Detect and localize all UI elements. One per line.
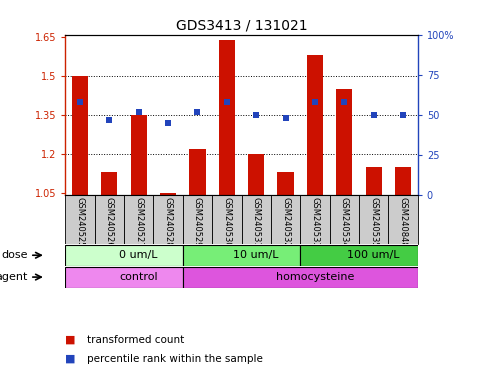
Bar — [189, 149, 205, 195]
Bar — [388, 195, 418, 244]
Bar — [278, 172, 294, 195]
Bar — [130, 115, 147, 195]
Bar — [154, 195, 183, 244]
Text: GSM240526: GSM240526 — [105, 197, 114, 248]
Text: transformed count: transformed count — [87, 335, 184, 345]
Text: ■: ■ — [65, 354, 76, 364]
Bar — [300, 195, 329, 244]
Text: dose: dose — [1, 250, 28, 260]
Text: homocysteine: homocysteine — [276, 272, 354, 282]
Text: 0 um/L: 0 um/L — [119, 250, 158, 260]
Text: GSM240525: GSM240525 — [75, 197, 85, 247]
Bar — [242, 195, 271, 244]
Bar — [336, 89, 353, 195]
Text: GSM240532: GSM240532 — [281, 197, 290, 248]
Text: GSM240530: GSM240530 — [222, 197, 231, 248]
Bar — [183, 266, 418, 288]
Text: GSM240535: GSM240535 — [369, 197, 378, 248]
Text: GSM240528: GSM240528 — [164, 197, 172, 248]
Bar — [183, 245, 300, 266]
Bar — [329, 195, 359, 244]
Bar — [101, 172, 117, 195]
Bar — [307, 55, 323, 195]
Text: agent: agent — [0, 272, 28, 282]
Bar — [395, 167, 411, 195]
Bar — [271, 195, 300, 244]
Bar — [219, 40, 235, 195]
Bar — [212, 195, 242, 244]
Title: GDS3413 / 131021: GDS3413 / 131021 — [176, 18, 307, 32]
Bar — [124, 195, 154, 244]
Bar — [65, 266, 183, 288]
Text: GSM240527: GSM240527 — [134, 197, 143, 248]
Text: GSM240529: GSM240529 — [193, 197, 202, 247]
Text: GSM240533: GSM240533 — [311, 197, 319, 248]
Text: GSM240534: GSM240534 — [340, 197, 349, 248]
Text: 100 um/L: 100 um/L — [347, 250, 400, 260]
Bar — [65, 245, 183, 266]
Text: ■: ■ — [65, 335, 76, 345]
Bar — [160, 193, 176, 195]
Bar — [65, 195, 95, 244]
Text: GSM240531: GSM240531 — [252, 197, 261, 248]
Bar — [72, 76, 88, 195]
Bar — [359, 195, 388, 244]
Text: percentile rank within the sample: percentile rank within the sample — [87, 354, 263, 364]
Bar — [248, 154, 264, 195]
Bar — [300, 245, 418, 266]
Text: 10 um/L: 10 um/L — [233, 250, 279, 260]
Bar — [95, 195, 124, 244]
Bar — [366, 167, 382, 195]
Bar — [183, 195, 212, 244]
Text: GSM240848: GSM240848 — [398, 197, 408, 248]
Text: control: control — [119, 272, 158, 282]
